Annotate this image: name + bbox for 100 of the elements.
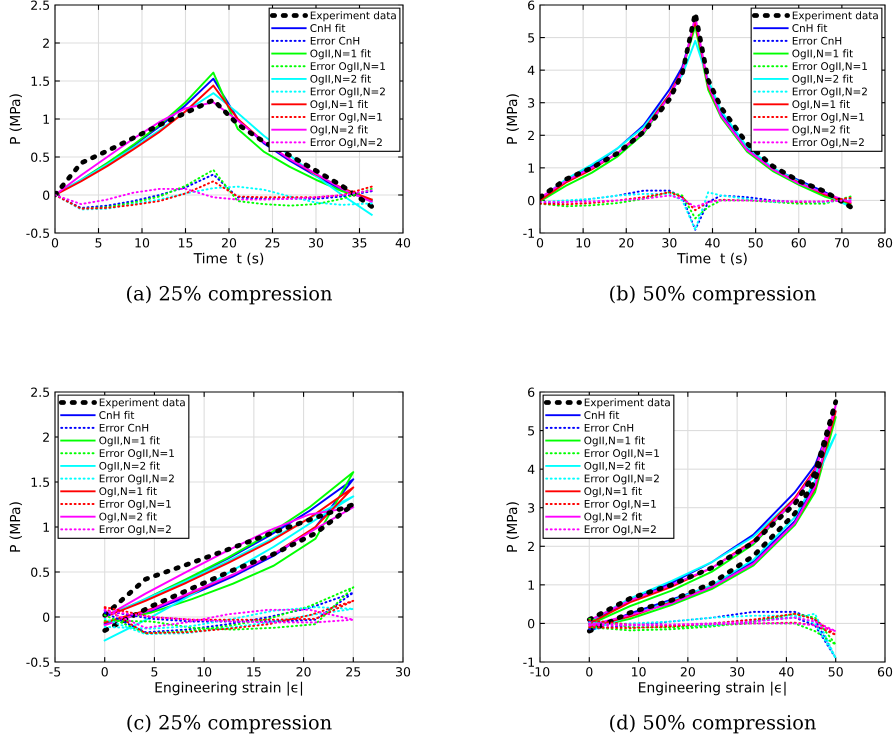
legend-label: Error OgI,N=1 bbox=[100, 500, 171, 510]
y-axis-title: P (MPa) bbox=[506, 502, 519, 552]
x-tick-label: -10 bbox=[530, 667, 550, 677]
y-tick-label: 0.5 bbox=[31, 567, 50, 577]
legend-label: CnH fit bbox=[310, 24, 346, 32]
legend-label: Error CnH bbox=[792, 36, 842, 45]
x-tick-label: 10 bbox=[576, 238, 590, 248]
y-tick-label: 1 bbox=[528, 163, 534, 173]
y-tick-label: 0.5 bbox=[31, 152, 50, 162]
legend-label: OgII,N=1 fit bbox=[310, 49, 371, 60]
x-tick-label: 20 bbox=[222, 238, 236, 248]
y-tick-label: 5 bbox=[528, 426, 534, 436]
legend-label: CnH fit bbox=[792, 24, 828, 32]
legend-label: Error CnH bbox=[100, 424, 148, 432]
x-tick-label: 80 bbox=[878, 238, 892, 248]
x-tick-label: 40 bbox=[705, 238, 720, 248]
y-tick-label: 0 bbox=[528, 196, 534, 206]
y-tick-label: 0 bbox=[528, 618, 534, 628]
x-tick-label: 35 bbox=[352, 238, 366, 248]
x-axis-title: Engineering strain |ϵ| bbox=[156, 682, 302, 696]
y-axis-title: P (MPa) bbox=[506, 94, 519, 144]
x-tick-label: 60 bbox=[878, 667, 892, 677]
legend-label: OgI,N=2 fit bbox=[792, 125, 850, 136]
x-tick-label: 20 bbox=[296, 667, 311, 677]
legend-label: Experiment data bbox=[310, 11, 396, 22]
text: (a) 25% compression bbox=[127, 286, 332, 304]
legend-label: Error OgII,N=1 bbox=[310, 62, 385, 72]
legend-label: Error OgII,N=2 bbox=[584, 474, 659, 484]
x-tick-label: 15 bbox=[247, 667, 261, 677]
x-tick-label: 20 bbox=[680, 667, 695, 677]
x-tick-label: 5 bbox=[151, 667, 158, 677]
text: (c) 25% compression bbox=[127, 714, 332, 734]
x-tick-label: 50 bbox=[748, 238, 763, 248]
legend-label: Error CnH bbox=[310, 36, 360, 45]
y-tick-label: 1.5 bbox=[32, 478, 50, 487]
y-tick-label: 1 bbox=[44, 522, 49, 532]
legend-label: OgII,N=1 fit bbox=[792, 49, 853, 60]
legend-label: OgI,N=1 fit bbox=[584, 487, 642, 498]
x-tick-label: -5 bbox=[49, 667, 60, 677]
y-tick-label: 2.5 bbox=[31, 0, 50, 10]
legend-label: OgI,N=1 fit bbox=[99, 487, 157, 498]
x-tick-label: 0 bbox=[102, 667, 108, 677]
y-tick-label: 1 bbox=[528, 580, 534, 590]
y-tick-label: 2 bbox=[528, 130, 534, 140]
legend-label: Error OgII,N=2 bbox=[792, 88, 867, 98]
x-axis-title: Time t (s) bbox=[194, 252, 264, 266]
legend-label: Experiment data bbox=[792, 11, 878, 22]
legend-label: Error OgI,N=1 bbox=[310, 112, 382, 123]
legend-label: Error OgI,N=2 bbox=[584, 525, 656, 536]
x-tick-label: 15 bbox=[178, 238, 192, 248]
x-tick-label: 60 bbox=[792, 238, 806, 248]
x-tick-label: 10 bbox=[198, 667, 212, 677]
legend-label: CnH fit bbox=[584, 410, 620, 419]
legend-label: Experiment data bbox=[584, 398, 670, 408]
legend-label: OgI,N=2 fit bbox=[310, 125, 368, 136]
y-tick-label: 4 bbox=[528, 66, 534, 75]
y-tick-label: -0.5 bbox=[26, 657, 50, 667]
y-tick-label: 2.5 bbox=[31, 387, 50, 397]
text: (d) 50% compression bbox=[610, 714, 816, 734]
x-axis-title: Time t (s) bbox=[677, 252, 747, 266]
x-tick-label: 0 bbox=[536, 238, 544, 248]
y-tick-label: -0.5 bbox=[26, 228, 50, 238]
x-tick-label: 20 bbox=[619, 238, 634, 248]
x-tick-label: 70 bbox=[834, 238, 849, 248]
legend-label: Error OgI,N=1 bbox=[584, 500, 656, 510]
x-tick-label: 40 bbox=[396, 238, 410, 248]
x-axis-title: Engineering strain |ϵ| bbox=[639, 682, 786, 696]
y-tick-label: -1 bbox=[523, 658, 534, 667]
y-tick-label: 1.5 bbox=[32, 76, 50, 86]
y-tick-label: 5 bbox=[528, 33, 534, 42]
legend-label: OgI,N=2 fit bbox=[584, 512, 642, 522]
x-tick-label: 25 bbox=[265, 238, 280, 248]
y-tick-label: 3 bbox=[528, 98, 534, 108]
legend-label: OgI,N=1 fit bbox=[310, 100, 368, 110]
legend-label: Error CnH bbox=[584, 424, 634, 432]
legend-label: OgII,N=2 fit bbox=[584, 462, 645, 472]
x-tick-label: 0 bbox=[52, 238, 58, 248]
x-tick-label: 0 bbox=[586, 667, 592, 677]
y-tick-label: 0 bbox=[43, 190, 50, 200]
legend-label: Experiment data bbox=[100, 398, 185, 408]
legend-label: OgII,N=1 fit bbox=[99, 436, 160, 446]
y-tick-label: 1 bbox=[44, 114, 49, 124]
y-tick-label: 2 bbox=[43, 432, 49, 442]
legend-label: Error OgII,N=1 bbox=[100, 449, 174, 460]
x-tick-label: 25 bbox=[346, 667, 360, 677]
y-tick-label: 6 bbox=[528, 0, 534, 10]
x-tick-label: 30 bbox=[396, 667, 410, 677]
legend-label: Error OgII,N=2 bbox=[100, 474, 174, 484]
legend-label: Error OgI,N=2 bbox=[100, 525, 171, 536]
y-tick-label: 4 bbox=[528, 464, 534, 474]
legend-label: OgI,N=2 fit bbox=[99, 512, 157, 522]
x-tick-label: 30 bbox=[730, 667, 744, 677]
y-axis-title: P (MPa) bbox=[10, 94, 22, 144]
x-tick-label: 30 bbox=[309, 238, 324, 248]
legend-label: Error OgII,N=2 bbox=[310, 88, 385, 98]
legend-label: OgII,N=1 fit bbox=[584, 436, 645, 446]
legend-label: Error OgI,N=2 bbox=[310, 138, 382, 148]
x-tick-label: 40 bbox=[779, 667, 794, 677]
legend-label: OgI,N=1 fit bbox=[792, 100, 850, 110]
y-axis-title: P (MPa) bbox=[10, 502, 22, 552]
